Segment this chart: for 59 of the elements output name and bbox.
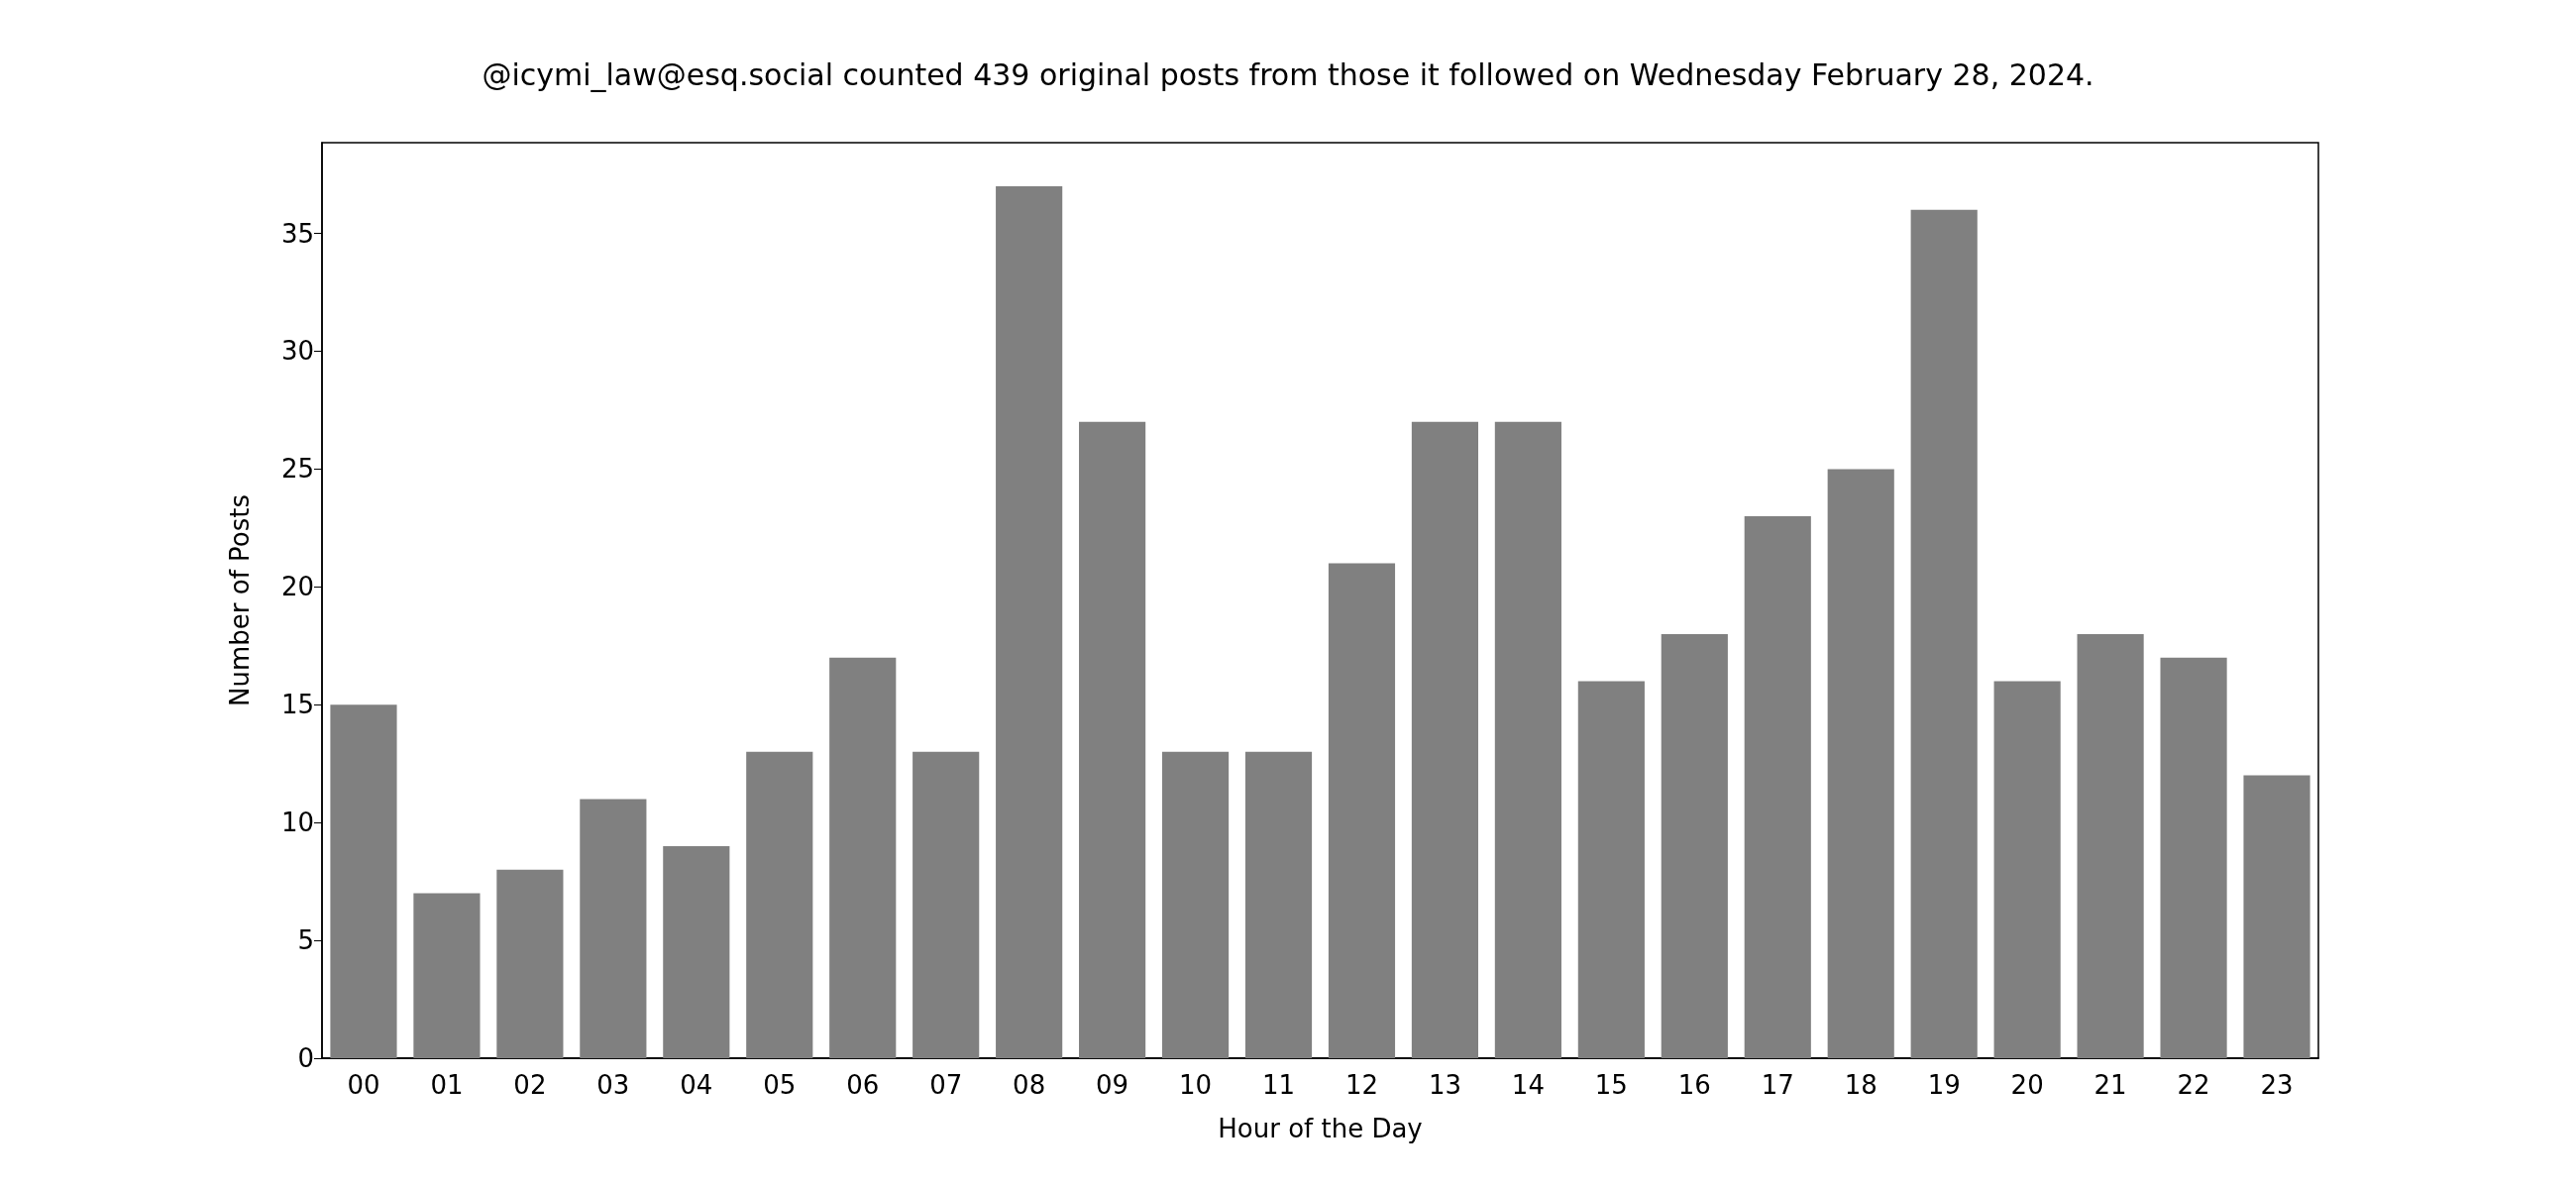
chart-title: @icymi_law@esq.social counted 439 original posts from those it followed on Wednesday February 28, 2024. xyxy=(482,56,2094,92)
x-tick-label: 23 xyxy=(2260,1070,2294,1100)
y-tick-label: 0 xyxy=(297,1043,314,1073)
x-tick-label: 04 xyxy=(680,1070,713,1100)
x-tick-label: 00 xyxy=(347,1070,380,1100)
y-tick-label: 10 xyxy=(280,808,314,838)
bar xyxy=(1744,515,1811,1058)
bar xyxy=(663,845,730,1058)
bar xyxy=(1328,563,1396,1058)
y-tick-label: 5 xyxy=(297,925,314,956)
bar xyxy=(1079,421,1146,1058)
x-tick-label: 19 xyxy=(1927,1070,1961,1100)
bar xyxy=(1244,751,1313,1058)
x-tick-label: 07 xyxy=(929,1070,963,1100)
bar xyxy=(2077,633,2144,1058)
x-tick-label: 11 xyxy=(1261,1070,1296,1100)
x-tick-label: 21 xyxy=(2093,1070,2127,1100)
bar xyxy=(1910,209,1978,1058)
bar xyxy=(996,186,1063,1058)
bar xyxy=(1161,751,1230,1058)
bar xyxy=(2243,775,2310,1058)
x-tick-label: 03 xyxy=(596,1070,630,1100)
y-tick-label: 30 xyxy=(280,336,314,367)
x-tick-label: 22 xyxy=(2177,1070,2210,1100)
x-tick-label: 06 xyxy=(846,1070,880,1100)
x-tick-label: 17 xyxy=(1761,1070,1794,1100)
bar xyxy=(1411,421,1479,1058)
bar xyxy=(746,751,813,1058)
bar xyxy=(2160,657,2227,1058)
y-tick-label: 25 xyxy=(280,454,314,485)
x-tick-label: 10 xyxy=(1179,1070,1213,1100)
y-tick-label: 20 xyxy=(280,572,314,602)
bar xyxy=(1993,681,2061,1058)
x-tick-label: 05 xyxy=(763,1070,797,1100)
x-tick-label: 13 xyxy=(1428,1070,1461,1100)
bar xyxy=(1661,633,1728,1058)
x-tick-label: 15 xyxy=(1594,1070,1628,1100)
bar xyxy=(580,799,647,1058)
x-axis-title: Hour of the Day xyxy=(1218,1114,1423,1143)
x-tick-label: 14 xyxy=(1511,1070,1545,1100)
x-tick-label: 01 xyxy=(430,1070,464,1100)
x-tick-label: 02 xyxy=(513,1070,547,1100)
x-tick-label: 16 xyxy=(1677,1070,1711,1100)
bar xyxy=(1577,681,1645,1058)
bar xyxy=(829,657,897,1058)
x-tick-label: 12 xyxy=(1344,1070,1379,1100)
bar xyxy=(330,704,397,1058)
y-tick-label: 15 xyxy=(280,690,314,720)
bar xyxy=(496,869,564,1058)
x-tick-label: 08 xyxy=(1013,1070,1046,1100)
bar xyxy=(1494,421,1561,1058)
bar xyxy=(413,893,481,1058)
x-tick-label: 09 xyxy=(1096,1070,1129,1100)
x-tick-label: 20 xyxy=(2010,1070,2044,1100)
y-tick-label: 35 xyxy=(280,218,314,249)
bar xyxy=(1827,469,1894,1058)
y-axis-title: Number of Posts xyxy=(225,494,255,706)
bar xyxy=(912,751,980,1058)
x-tick-label: 18 xyxy=(1844,1070,1878,1100)
